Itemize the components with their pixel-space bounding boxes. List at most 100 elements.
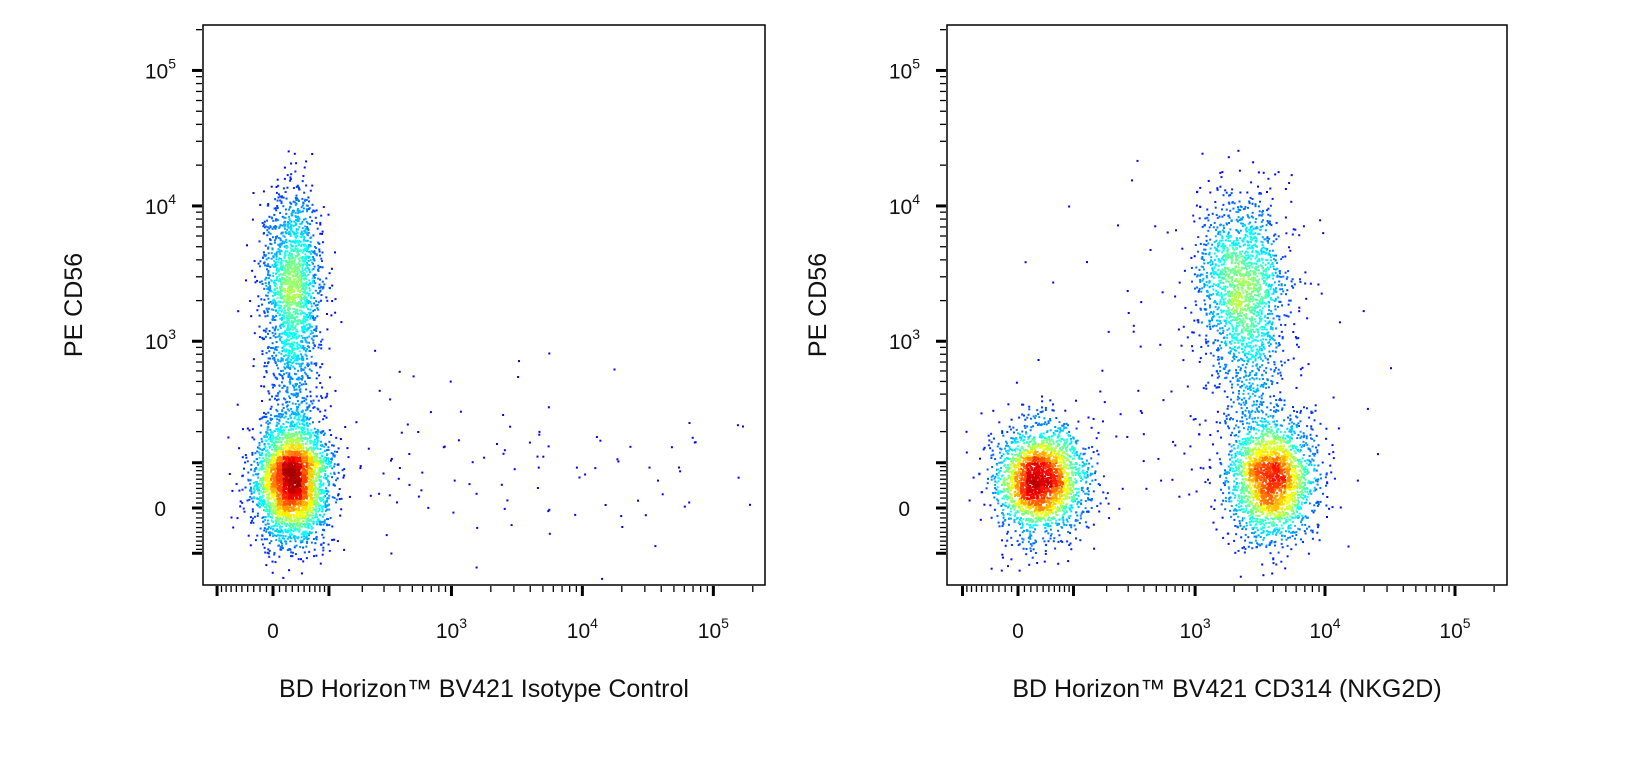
data-point: [293, 299, 296, 302]
data-point: [304, 288, 307, 291]
data-point: [286, 400, 288, 403]
data-point: [289, 300, 292, 303]
data-point: [266, 314, 269, 317]
data-point: [315, 209, 318, 212]
data-point: [313, 452, 316, 455]
data-point: [272, 452, 275, 455]
data-point: [300, 450, 303, 453]
data-point: [294, 222, 297, 225]
data-point: [307, 463, 310, 465]
data-point: [325, 395, 328, 398]
data-point: [298, 226, 301, 228]
data-point: [286, 386, 289, 389]
data-point: [284, 279, 287, 282]
data-point: [292, 289, 295, 292]
data-point: [260, 454, 263, 457]
data-point: [279, 285, 282, 288]
data-point: [277, 434, 280, 437]
data-point: [283, 455, 285, 457]
data-point: [322, 460, 325, 463]
data-point: [300, 378, 303, 380]
data-point: [279, 245, 282, 248]
data-point: [302, 420, 305, 423]
data-point: [273, 457, 276, 460]
data-point: [273, 512, 275, 515]
data-point: [309, 410, 312, 412]
data-point: [243, 510, 246, 513]
data-point: [290, 224, 293, 226]
data-point: [280, 257, 283, 260]
data-point: [266, 482, 269, 485]
data-point: [284, 277, 287, 280]
data-point: [293, 271, 296, 274]
data-point: [265, 453, 268, 456]
data-point: [238, 489, 241, 492]
data-point: [262, 190, 265, 193]
data-point: [276, 512, 279, 515]
data-point: [307, 517, 309, 520]
data-point: [290, 453, 293, 456]
data-point: [325, 487, 327, 490]
data-point: [274, 447, 277, 450]
data-point: [291, 362, 294, 364]
data-point: [258, 491, 261, 493]
data-point: [300, 517, 303, 520]
data-point: [266, 468, 269, 471]
data-point: [271, 453, 274, 456]
data-point: [276, 455, 279, 458]
data-point: [308, 478, 311, 480]
data-point: [310, 499, 313, 502]
data-point: [272, 275, 275, 277]
data-point: [285, 542, 288, 545]
data-point: [306, 427, 309, 430]
data-point: [296, 303, 299, 306]
data-point: [574, 513, 577, 516]
data-point: [246, 460, 249, 463]
data-point: [275, 458, 278, 460]
data-point: [285, 343, 288, 346]
data-point: [289, 344, 292, 347]
data-point: [259, 260, 262, 263]
data-point: [288, 265, 291, 268]
data-point: [288, 321, 291, 324]
data-point: [302, 331, 305, 334]
data-point: [291, 267, 294, 270]
data-point: [295, 337, 298, 340]
data-point: [278, 415, 281, 418]
data-point: [286, 364, 289, 367]
data-point: [280, 284, 283, 287]
data-point: [265, 462, 268, 465]
data-point: [317, 399, 320, 402]
data-point: [278, 314, 281, 317]
data-point: [288, 527, 291, 530]
data-point: [548, 532, 551, 535]
data-point: [304, 260, 307, 263]
data-point: [305, 487, 308, 490]
data-point: [285, 322, 288, 325]
data-point: [304, 415, 307, 418]
data-point: [306, 264, 309, 267]
data-point: [274, 265, 277, 268]
data-point: [308, 256, 311, 259]
data-point: [308, 311, 311, 314]
data-point: [280, 264, 283, 267]
data-point: [288, 315, 291, 318]
data-point: [288, 453, 291, 456]
data-point: [305, 373, 308, 376]
data-point: [283, 522, 286, 525]
data-point: [297, 411, 299, 414]
data-point: [315, 300, 318, 303]
data-point: [296, 537, 299, 540]
data-point: [276, 277, 279, 280]
data-point: [285, 305, 288, 308]
data-point: [276, 471, 279, 474]
data-point: [317, 408, 320, 411]
data-point: [289, 219, 292, 222]
data-point: [317, 510, 320, 513]
data-point: [296, 276, 299, 279]
data-point: [263, 261, 266, 264]
data-point: [304, 520, 307, 523]
data-point: [276, 287, 279, 290]
data-point: [306, 327, 309, 330]
data-point: [286, 357, 289, 360]
